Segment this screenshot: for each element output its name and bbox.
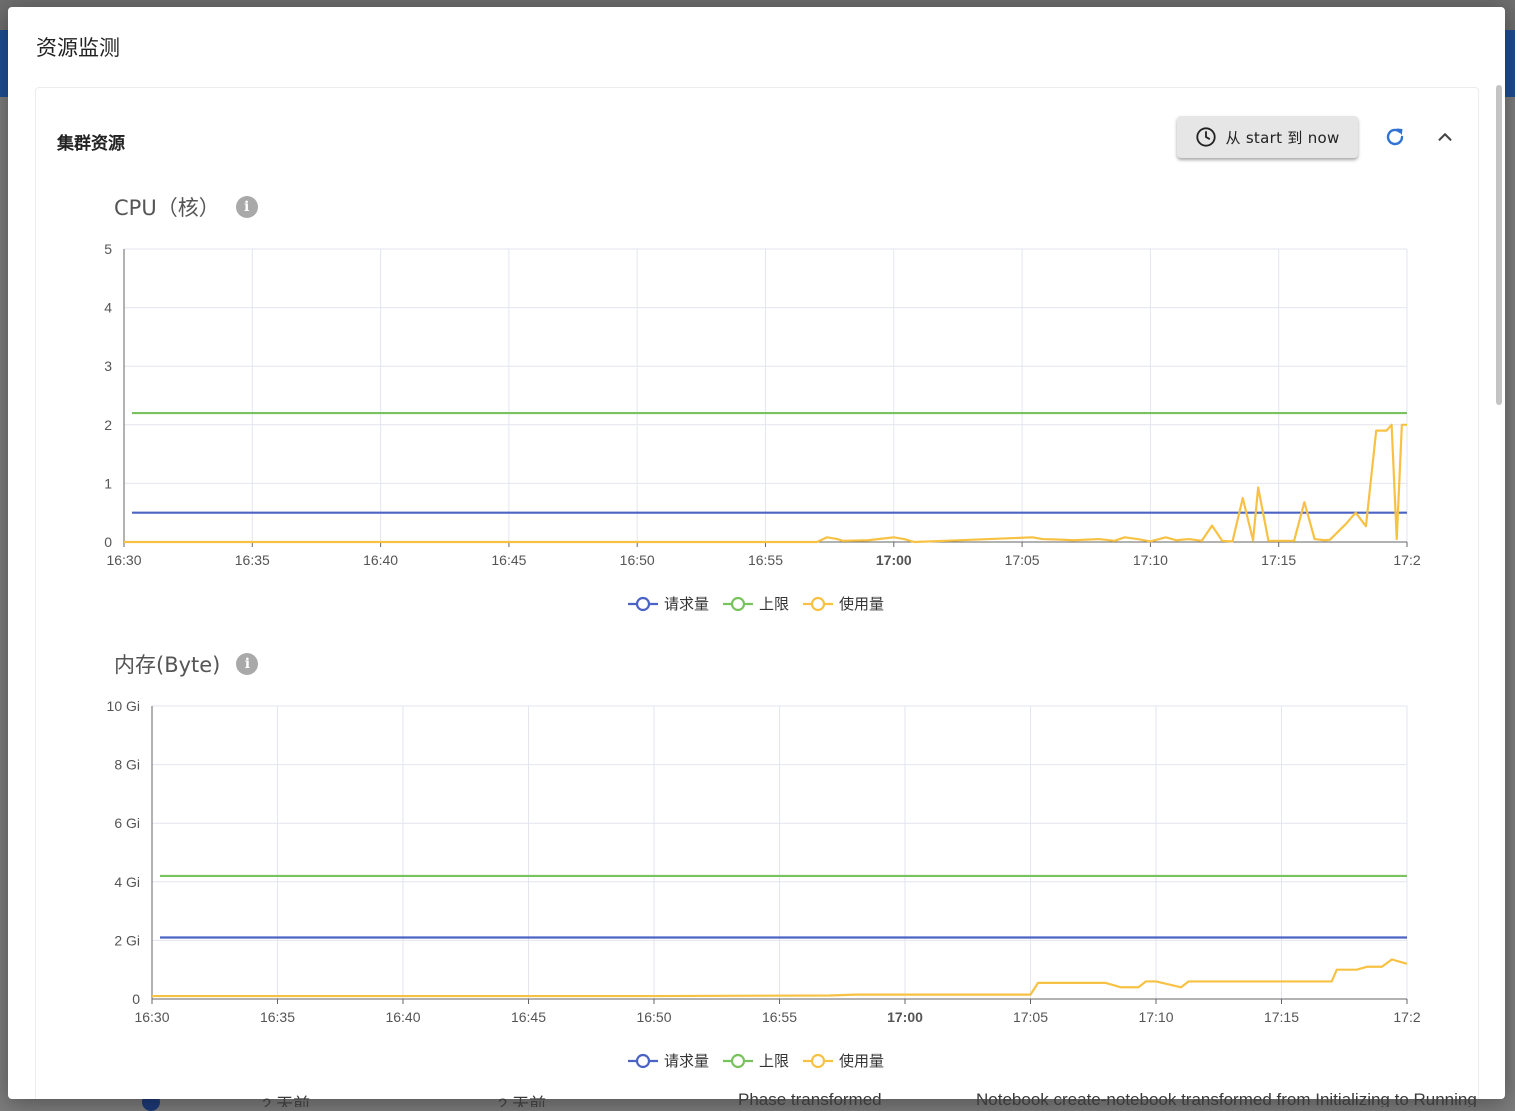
scrollbar-thumb[interactable]	[1496, 85, 1502, 405]
memory-chart-title: 内存(Byte) i	[114, 649, 259, 679]
legend-label: 请求量	[664, 595, 710, 613]
y-tick-label: 1	[104, 475, 112, 491]
x-tick-label: 17:05	[1005, 552, 1040, 568]
memory-chart-legend: 请求量 上限 使用量	[628, 1050, 884, 1071]
x-tick-label: 17:00	[887, 1009, 923, 1025]
memory-chart: 0 2 Gi 4 Gi 6 Gi 8 Gi 10 Gi 16:30 16:35 16:40 16:…	[107, 698, 1421, 1025]
time-range-button[interactable]: 从 start 到 now	[1177, 116, 1358, 158]
resource-monitor-dialog: 资源监测 集群资源 从 start 到 now CPU（核） i 0 1 2 3 4 5 1…	[8, 7, 1505, 1099]
cpu-chart-legend: 请求量 上限 使用量	[628, 593, 884, 614]
x-tick-label: 16:30	[134, 1009, 169, 1025]
legend-marker-icon	[723, 596, 754, 611]
time-range-label: 从 start 到 now	[1225, 128, 1340, 147]
dialog-title: 资源监测	[36, 36, 120, 60]
y-tick-label: 2	[104, 417, 112, 433]
backdrop-cell: 2 天前	[262, 1095, 311, 1107]
x-tick-label: 16:30	[106, 552, 141, 568]
y-tick-label: 6 Gi	[114, 815, 140, 831]
y-tick-label: 4 Gi	[114, 874, 140, 890]
refresh-icon[interactable]	[1383, 125, 1407, 149]
y-tick-label: 0	[132, 991, 140, 1007]
legend-marker-icon	[803, 1053, 834, 1068]
cluster-resources-card: 集群资源 从 start 到 now CPU（核） i 0 1 2 3 4 5 16:30 1…	[35, 87, 1479, 1099]
x-tick-label: 17:05	[1013, 1009, 1048, 1025]
legend-item[interactable]: 使用量	[803, 593, 884, 614]
backdrop-nav-left	[0, 30, 10, 97]
legend-label: 使用量	[839, 595, 885, 613]
x-tick-label: 17:00	[876, 552, 912, 568]
backdrop-cell: Notebook create-notebook transformed fro…	[976, 1090, 1477, 1107]
backdrop-cell: 2 天前	[498, 1095, 547, 1107]
x-tick-label: 16:50	[620, 552, 655, 568]
legend-label: 请求量	[664, 1052, 710, 1070]
legend-item[interactable]: 请求量	[628, 593, 709, 614]
legend-marker-icon	[628, 596, 658, 611]
legend-marker-icon	[628, 1053, 658, 1068]
x-tick-label: 16:45	[511, 1009, 546, 1025]
x-tick-label: 17:10	[1138, 1009, 1173, 1025]
y-tick-label: 10 Gi	[107, 698, 140, 714]
legend-item[interactable]: 使用量	[803, 1050, 884, 1071]
series-line-3[interactable]	[124, 423, 1407, 544]
cpu-chart-title: CPU（核） i	[114, 192, 258, 222]
chevron-up-icon[interactable]	[1434, 126, 1456, 148]
x-tick-label: 17:15	[1261, 552, 1296, 568]
x-tick-label: 17:15	[1264, 1009, 1299, 1025]
y-tick-label: 2 Gi	[114, 932, 140, 948]
legend-marker-icon	[723, 1053, 754, 1068]
y-tick-label: 3	[104, 358, 112, 374]
backdrop-cell: Phase transformed	[738, 1090, 882, 1107]
series-line-3[interactable]	[152, 958, 1408, 998]
backdrop-table-row: 2 天前 2 天前 Phase transformed Notebook cre…	[0, 1090, 1515, 1107]
legend-label: 上限	[759, 1052, 790, 1070]
info-icon[interactable]: i	[236, 653, 259, 675]
x-tick-label: 17:10	[1133, 552, 1168, 568]
legend-label: 使用量	[839, 1052, 885, 1070]
legend-item[interactable]: 上限	[723, 1050, 789, 1071]
x-tick-label: 16:40	[385, 1009, 420, 1025]
x-tick-label: 16:35	[235, 552, 270, 568]
x-tick-label: 16:55	[748, 552, 783, 568]
clock-icon	[1196, 127, 1217, 147]
y-tick-label: 5	[104, 241, 112, 257]
y-tick-label: 8 Gi	[114, 757, 140, 773]
card-title: 集群资源	[57, 134, 125, 154]
memory-chart-title-text: 内存(Byte)	[114, 653, 221, 677]
legend-item[interactable]: 上限	[723, 593, 789, 614]
legend-marker-icon	[803, 596, 834, 611]
info-icon[interactable]: i	[235, 196, 258, 218]
x-tick-label: 16:50	[636, 1009, 671, 1025]
x-tick-label: 16:35	[260, 1009, 295, 1025]
legend-item[interactable]: 请求量	[628, 1050, 709, 1071]
x-tick-label: 16:55	[762, 1009, 797, 1025]
x-tick-label: 17:2	[1393, 1009, 1420, 1025]
x-tick-label: 17:2	[1393, 552, 1420, 568]
y-tick-label: 0	[104, 534, 112, 550]
cpu-chart-title-text: CPU（核）	[114, 196, 220, 220]
x-tick-label: 16:45	[491, 552, 526, 568]
y-tick-label: 4	[104, 300, 112, 316]
legend-label: 上限	[759, 595, 790, 613]
x-tick-label: 16:40	[363, 552, 398, 568]
backdrop-nav-right	[1505, 30, 1515, 97]
cpu-chart: 0 1 2 3 4 5 16:30 16:35 16:40 16:45 16:50 16:55 17:0…	[104, 241, 1421, 568]
